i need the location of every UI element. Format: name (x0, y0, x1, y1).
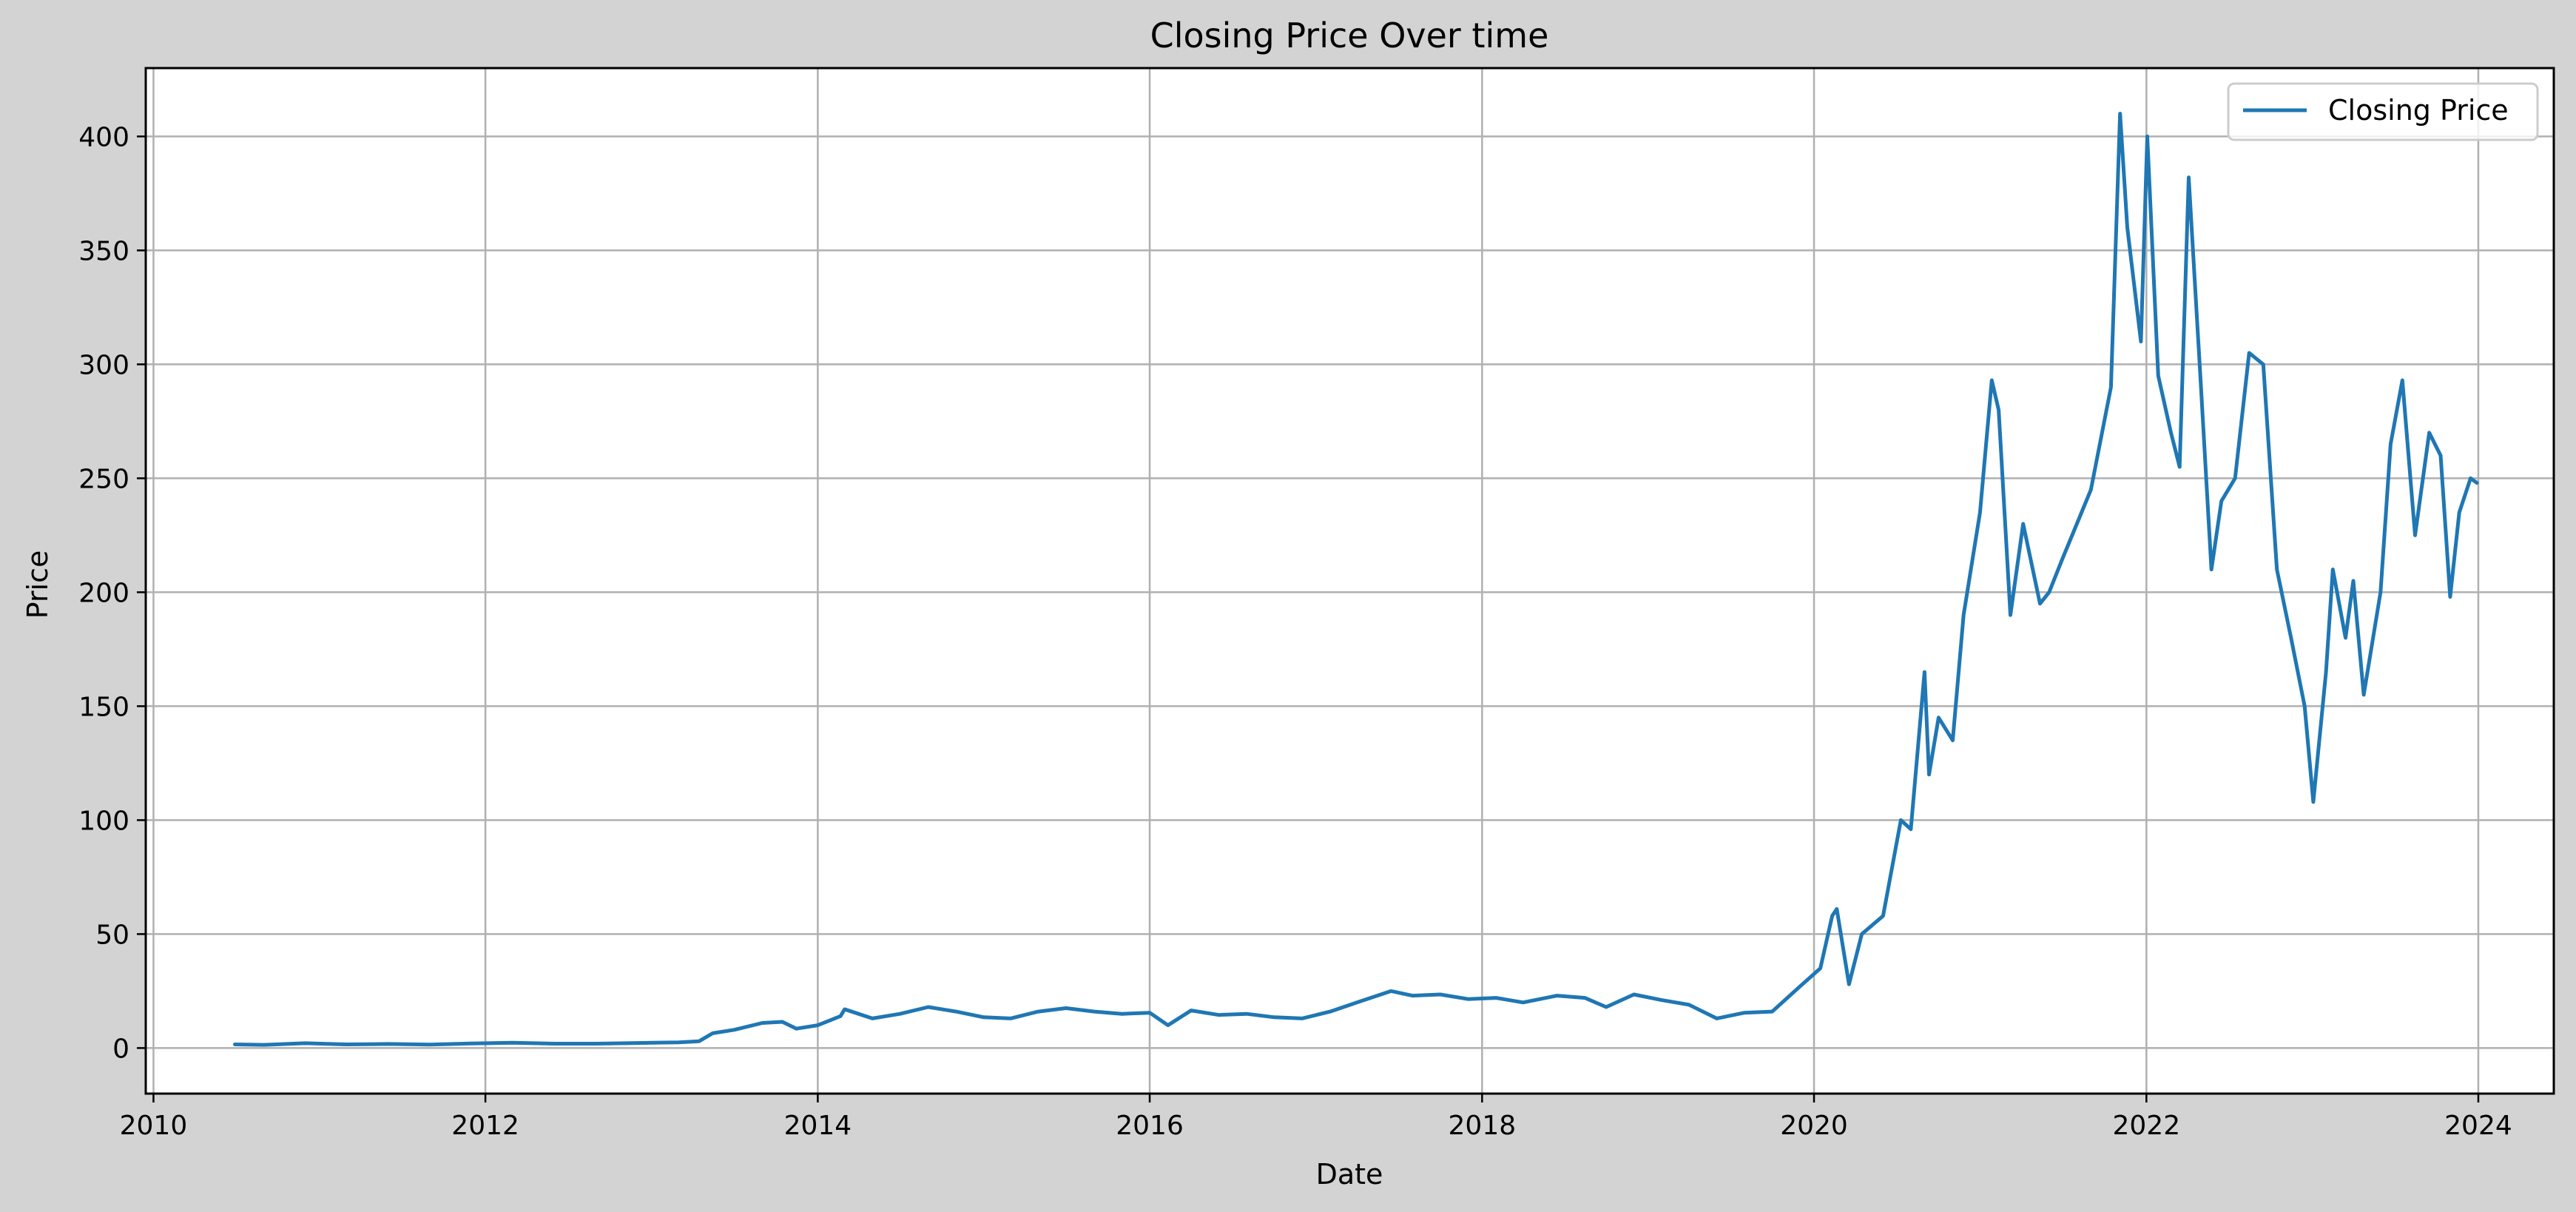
y-tick-label: 400 (78, 122, 129, 152)
x-gridlines (152, 68, 2480, 1094)
x-axis: 2010 2012 2014 2016 2018 2020 2022 2024 (120, 1094, 2512, 1141)
x-tick-label: 2020 (1780, 1111, 1848, 1141)
y-tick-label: 150 (78, 692, 129, 722)
y-tick-label: 100 (78, 806, 129, 836)
x-tick-label: 2010 (120, 1111, 188, 1141)
y-tick-label: 0 (112, 1034, 129, 1064)
series-line-closing-price (233, 112, 2479, 1047)
x-tick-label: 2014 (784, 1111, 852, 1141)
y-tick-label: 200 (78, 578, 129, 608)
y-axis-label: Price (21, 551, 54, 619)
y-tick-label: 50 (95, 920, 129, 950)
legend: Closing Price (2227, 82, 2539, 141)
y-axis: 0 50 100 150 200 250 300 350 400 (78, 122, 146, 1064)
x-tick-label: 2024 (2444, 1111, 2512, 1141)
legend-box (2227, 82, 2539, 141)
plot-frame (144, 67, 2555, 1095)
x-tick-label: 2022 (2112, 1111, 2180, 1141)
y-tick-label: 350 (78, 236, 129, 266)
x-tick-label: 2016 (1116, 1111, 1184, 1141)
x-axis-label: Date (1316, 1158, 1383, 1191)
x-tick-label: 2018 (1449, 1111, 1517, 1141)
y-tick-label: 300 (78, 350, 129, 380)
series-layer (233, 112, 2479, 1047)
y-tick-label: 250 (78, 464, 129, 494)
chart-title: Closing Price Over time (1150, 16, 1549, 55)
x-tick-label: 2012 (451, 1111, 519, 1141)
legend-label-closing-price: Closing Price (2328, 94, 2509, 127)
